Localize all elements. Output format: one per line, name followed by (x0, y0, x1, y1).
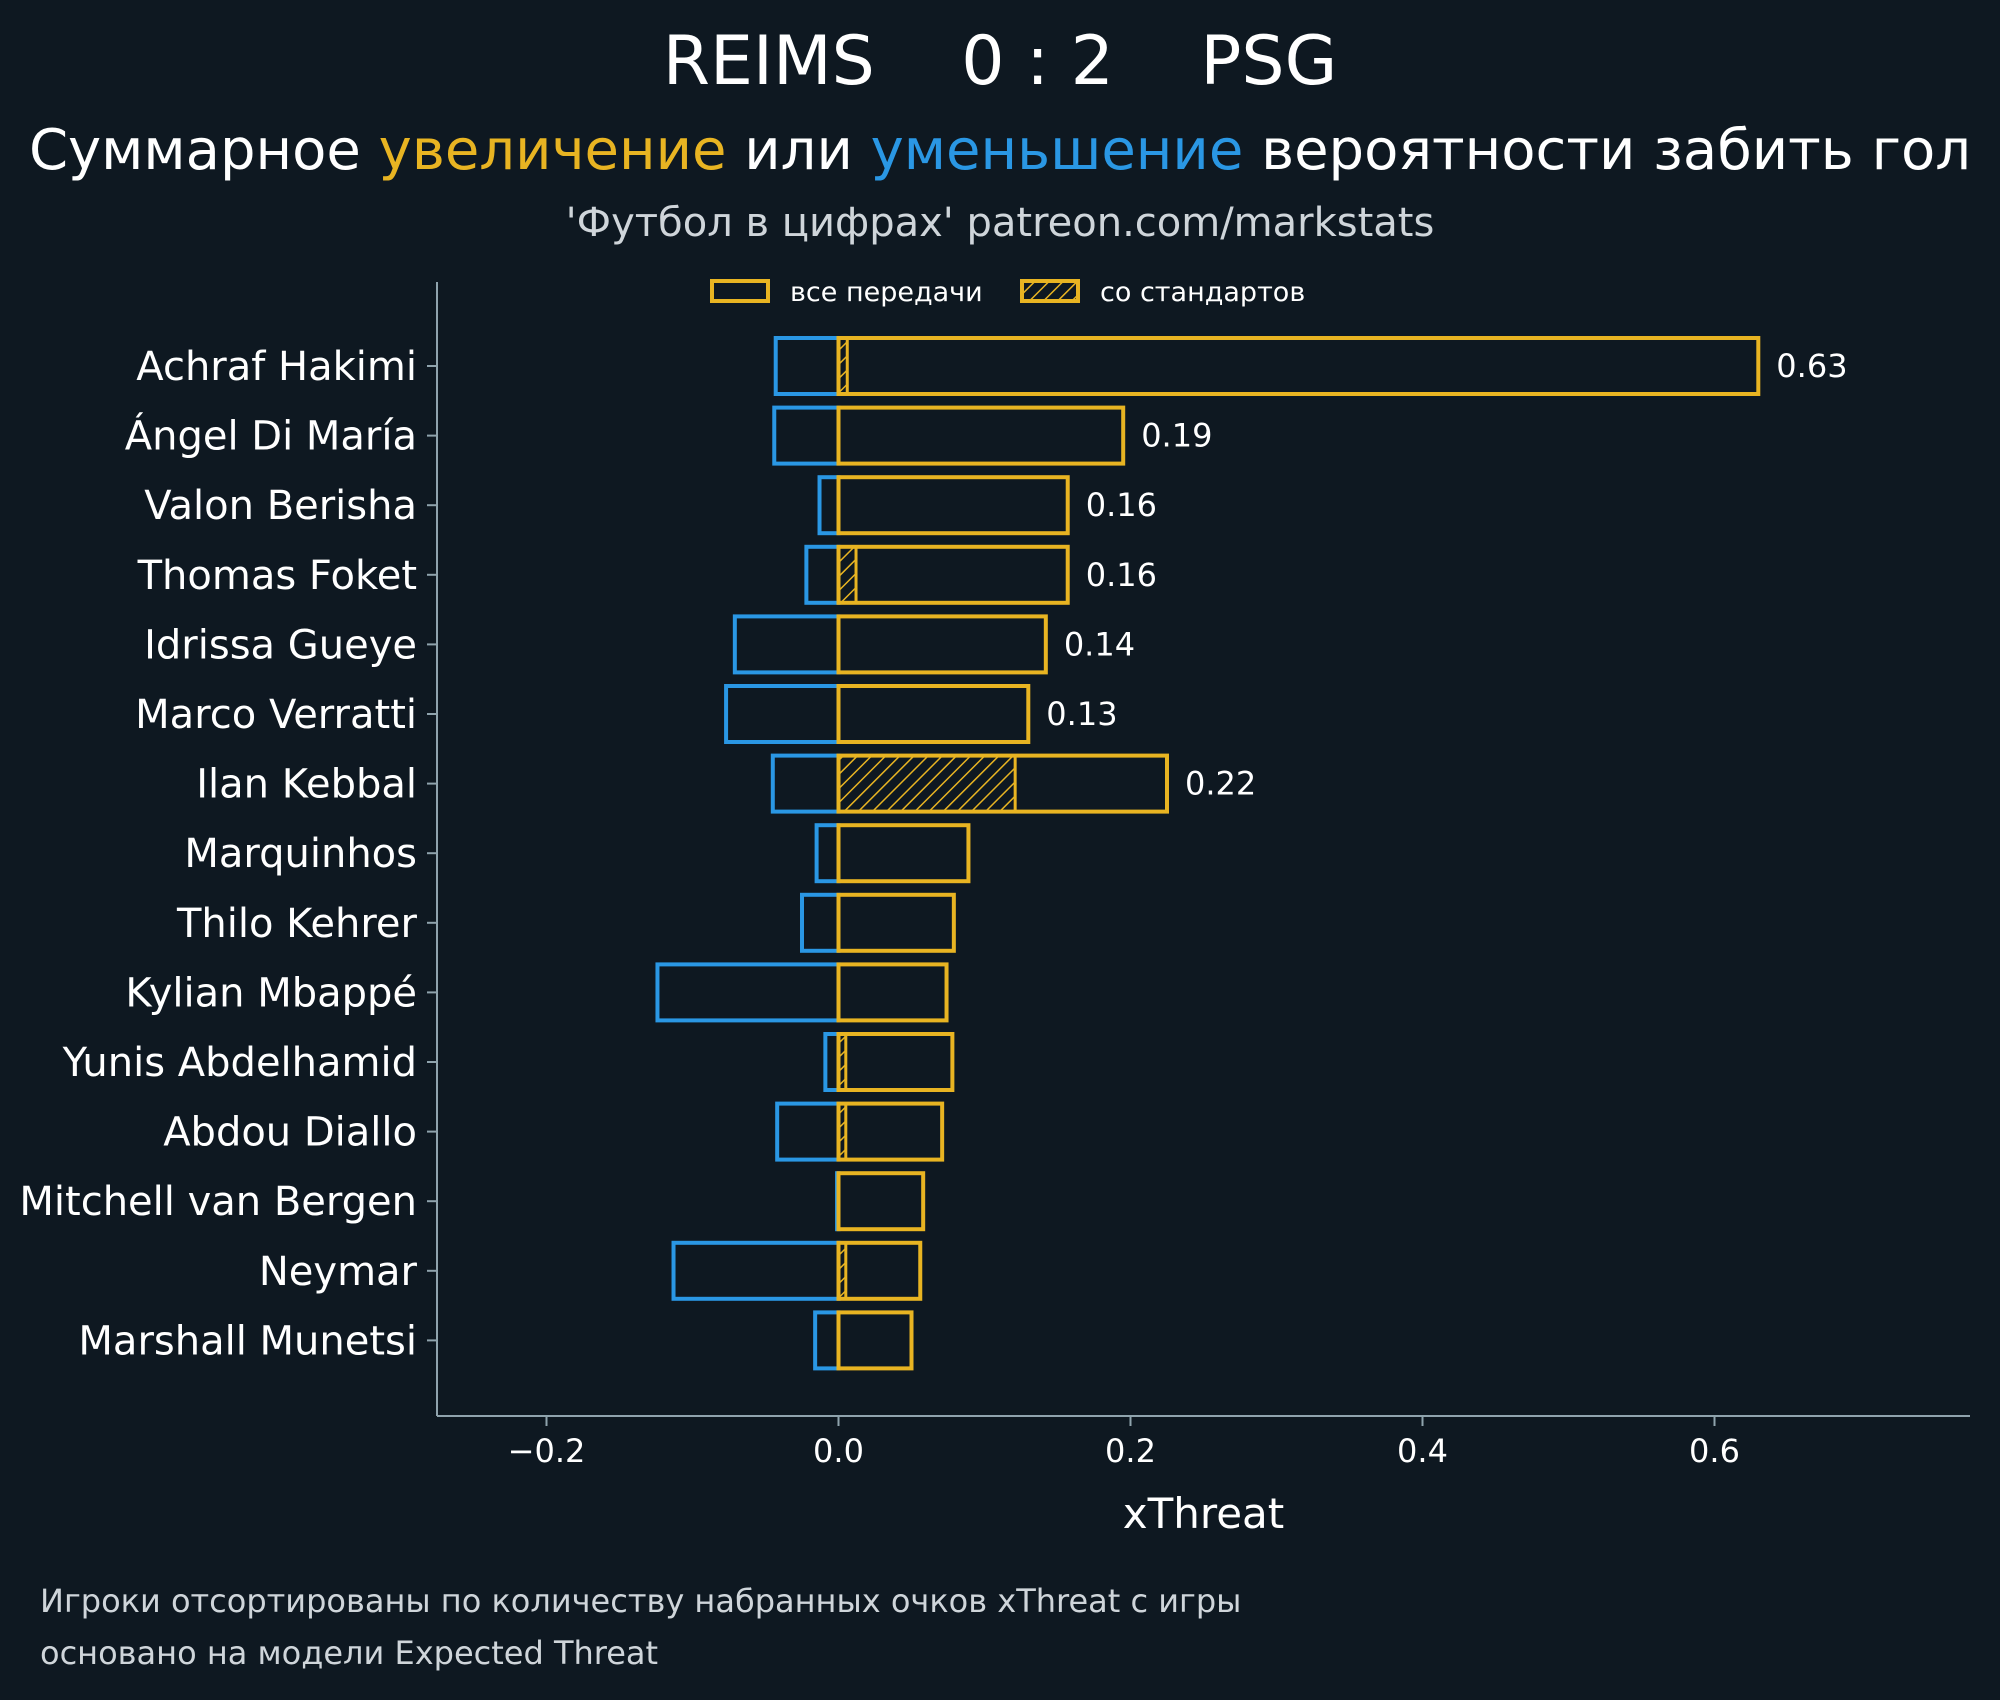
legend-label-set-pieces: со стандартов (1100, 277, 1305, 308)
player-name-label: Neymar (259, 1249, 418, 1295)
increase-bar (836, 405, 1126, 466)
player-name-label: Valon Berisha (144, 483, 417, 529)
x-tick-label: 0.6 (1689, 1432, 1740, 1470)
x-tick-label: 0.0 (813, 1432, 864, 1470)
decrease-bar (773, 336, 841, 396)
player-name-label: Yunis Abdelhamid (62, 1040, 417, 1086)
decrease-bar (724, 684, 841, 744)
credit-line: 'Футбол в цифрах' patreon.com/markstats (565, 200, 1435, 246)
player-name-label: Marshall Munetsi (78, 1318, 417, 1364)
player-name-label: Marco Verratti (135, 692, 417, 738)
player-name-label: Mitchell van Bergen (19, 1179, 417, 1225)
decrease-bar (655, 962, 841, 1023)
away-team: PSG (1200, 22, 1338, 101)
increase-bar (836, 475, 1070, 536)
increase-bar (836, 684, 1031, 744)
bar-value-label: 0.13 (1046, 695, 1117, 733)
decrease-bar (814, 823, 841, 884)
player-name-label: Achraf Hakimi (136, 344, 417, 390)
player-name-label: Kylian Mbappé (125, 970, 417, 1016)
set-piece-bar (837, 545, 858, 605)
decrease-bar (732, 614, 841, 675)
increase-bar (836, 823, 971, 884)
decrease-bar (772, 405, 841, 466)
increase-bar (836, 892, 956, 953)
increase-bar (836, 544, 1070, 605)
increase-bar (836, 753, 1169, 814)
decrease-bar (770, 753, 841, 814)
bar-value-label: 0.16 (1086, 556, 1157, 594)
footer-note-model: основано на модели Expected Threat (40, 1634, 659, 1672)
match-score-title: REIMS 0 : 2 PSG (0, 22, 2000, 101)
score-value: 0 : 2 (961, 22, 1114, 101)
decrease-bar (813, 1310, 841, 1371)
player-name-label: Ángel Di María (125, 412, 417, 460)
set-piece-bar (837, 754, 1017, 814)
chart-subtitle: Суммарное увеличение или уменьшение веро… (0, 118, 2000, 183)
legend-swatch-all-passes (710, 279, 770, 303)
increase-bar (836, 1240, 923, 1301)
player-name-label: Abdou Diallo (163, 1110, 417, 1156)
player-name-label: Thilo Kehrer (176, 901, 418, 947)
subtitle-increase: увеличение (378, 118, 727, 183)
bar-value-label: 0.22 (1185, 765, 1256, 803)
increase-bar (836, 1171, 926, 1232)
subtitle-decrease: уменьшение (870, 118, 1244, 183)
player-name-label: Ilan Kebbal (196, 762, 417, 808)
decrease-bar (775, 1101, 841, 1162)
decrease-bar (800, 892, 841, 953)
x-tick-label: 0.4 (1397, 1432, 1448, 1470)
footer-note-sorting: Игроки отсортированы по количеству набра… (40, 1582, 1242, 1620)
player-name-label: Idrissa Gueye (144, 622, 417, 668)
bar-value-label: 0.16 (1086, 486, 1157, 524)
decrease-bar (671, 1240, 841, 1301)
subtitle-part2: или (726, 118, 871, 183)
legend-label-all-passes: все передачи (790, 277, 983, 308)
home-team: REIMS (662, 22, 875, 101)
decrease-bar (804, 544, 841, 605)
legend-swatch-set-pieces (1020, 279, 1080, 303)
x-axis-label: xThreat (1123, 1489, 1285, 1538)
increase-bar (836, 962, 949, 1023)
player-name-label: Marquinhos (184, 831, 417, 877)
increase-bar (836, 336, 1761, 396)
subtitle-part1: Суммарное (28, 118, 379, 183)
bar-value-label: 0.19 (1141, 417, 1212, 455)
increase-bar (836, 1310, 914, 1371)
increase-bar (836, 1032, 955, 1092)
bar-value-label: 0.14 (1064, 625, 1135, 663)
subtitle-part3: вероятности забить гол (1243, 118, 1972, 183)
bar-value-label: 0.63 (1776, 347, 1847, 385)
x-tick-label: 0.2 (1105, 1432, 1156, 1470)
increase-bar (836, 614, 1048, 675)
player-name-label: Thomas Foket (137, 553, 417, 599)
x-tick-label: −0.2 (508, 1432, 586, 1470)
decrease-bar (817, 475, 841, 536)
increase-bar (836, 1101, 945, 1162)
